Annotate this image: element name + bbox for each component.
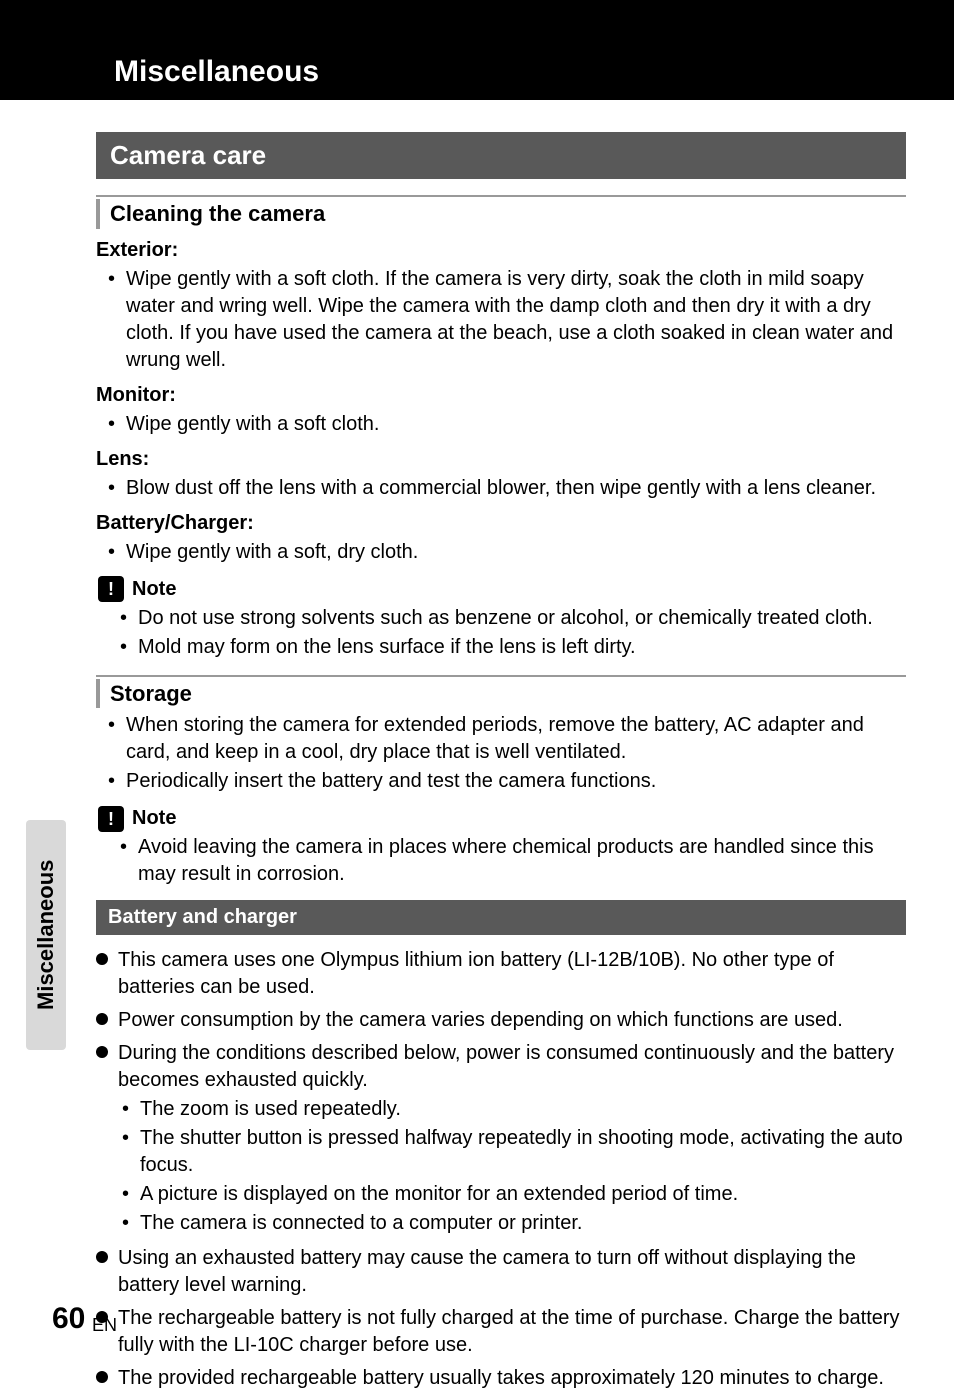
list-item: Avoid leaving the camera in places where… (138, 834, 906, 888)
list-item: The zoom is used repeatedly. (140, 1096, 906, 1123)
battery-list: This camera uses one Olympus lithium ion… (96, 947, 906, 1392)
list-item: Using an exhausted battery may cause the… (118, 1245, 906, 1299)
list-item: This camera uses one Olympus lithium ion… (118, 947, 906, 1001)
list-item: The camera is connected to a computer or… (140, 1210, 906, 1237)
top-black-band: Miscellaneous (0, 0, 954, 100)
side-tab-label: Miscellaneous (26, 820, 66, 1050)
lens-list: Blow dust off the lens with a commercial… (96, 475, 906, 502)
list-item-text: During the conditions described below, p… (118, 1042, 894, 1091)
list-item: Wipe gently with a soft cloth. (126, 411, 906, 438)
battchg-list: Wipe gently with a soft, dry cloth. (96, 539, 906, 566)
section-battery-charger: Battery and charger (96, 900, 906, 935)
note1-list: Do not use strong solvents such as benze… (96, 605, 906, 661)
page: Miscellaneous Miscellaneous Camera care … (0, 0, 954, 1357)
list-item: Blow dust off the lens with a commercial… (126, 475, 906, 502)
battery-sub-list: The zoom is used repeatedly. The shutter… (118, 1096, 906, 1237)
page-language: EN (92, 1313, 117, 1337)
list-item: When storing the camera for extended per… (126, 712, 906, 766)
alert-icon: ! (98, 576, 124, 602)
subhead-storage: Storage (96, 679, 906, 709)
list-item: Wipe gently with a soft cloth. If the ca… (126, 266, 906, 374)
list-item: Wipe gently with a soft, dry cloth. (126, 539, 906, 566)
list-item: A picture is displayed on the monitor fo… (140, 1181, 906, 1208)
chapter-title-bar: Miscellaneous (96, 44, 906, 100)
label-battery-charger: Battery/Charger: (96, 510, 906, 537)
note-label: Note (132, 805, 176, 832)
page-number: 60 (52, 1299, 85, 1340)
storage-list: When storing the camera for extended per… (96, 712, 906, 795)
list-item: The rechargeable battery is not fully ch… (118, 1305, 906, 1359)
list-item: Periodically insert the battery and test… (126, 768, 906, 795)
section-camera-care: Camera care (96, 132, 906, 179)
note2-list: Avoid leaving the camera in places where… (96, 834, 906, 888)
list-item: The provided rechargeable battery usuall… (118, 1365, 906, 1392)
list-item: Mold may form on the lens surface if the… (138, 634, 906, 661)
note-header-2: ! Note (98, 805, 906, 832)
list-item: The shutter button is pressed halfway re… (140, 1125, 906, 1179)
exterior-list: Wipe gently with a soft cloth. If the ca… (96, 266, 906, 374)
list-item: During the conditions described below, p… (118, 1040, 906, 1237)
chapter-title: Miscellaneous (114, 52, 319, 93)
note-header-1: ! Note (98, 576, 906, 603)
note-label: Note (132, 576, 176, 603)
label-lens: Lens: (96, 446, 906, 473)
monitor-list: Wipe gently with a soft cloth. (96, 411, 906, 438)
list-item: Power consumption by the camera varies d… (118, 1007, 906, 1034)
list-item: Do not use strong solvents such as benze… (138, 605, 906, 632)
label-monitor: Monitor: (96, 382, 906, 409)
alert-icon: ! (98, 806, 124, 832)
content-area: Camera care Cleaning the camera Exterior… (0, 100, 954, 1392)
label-exterior: Exterior: (96, 237, 906, 264)
subhead-cleaning: Cleaning the camera (96, 199, 906, 229)
